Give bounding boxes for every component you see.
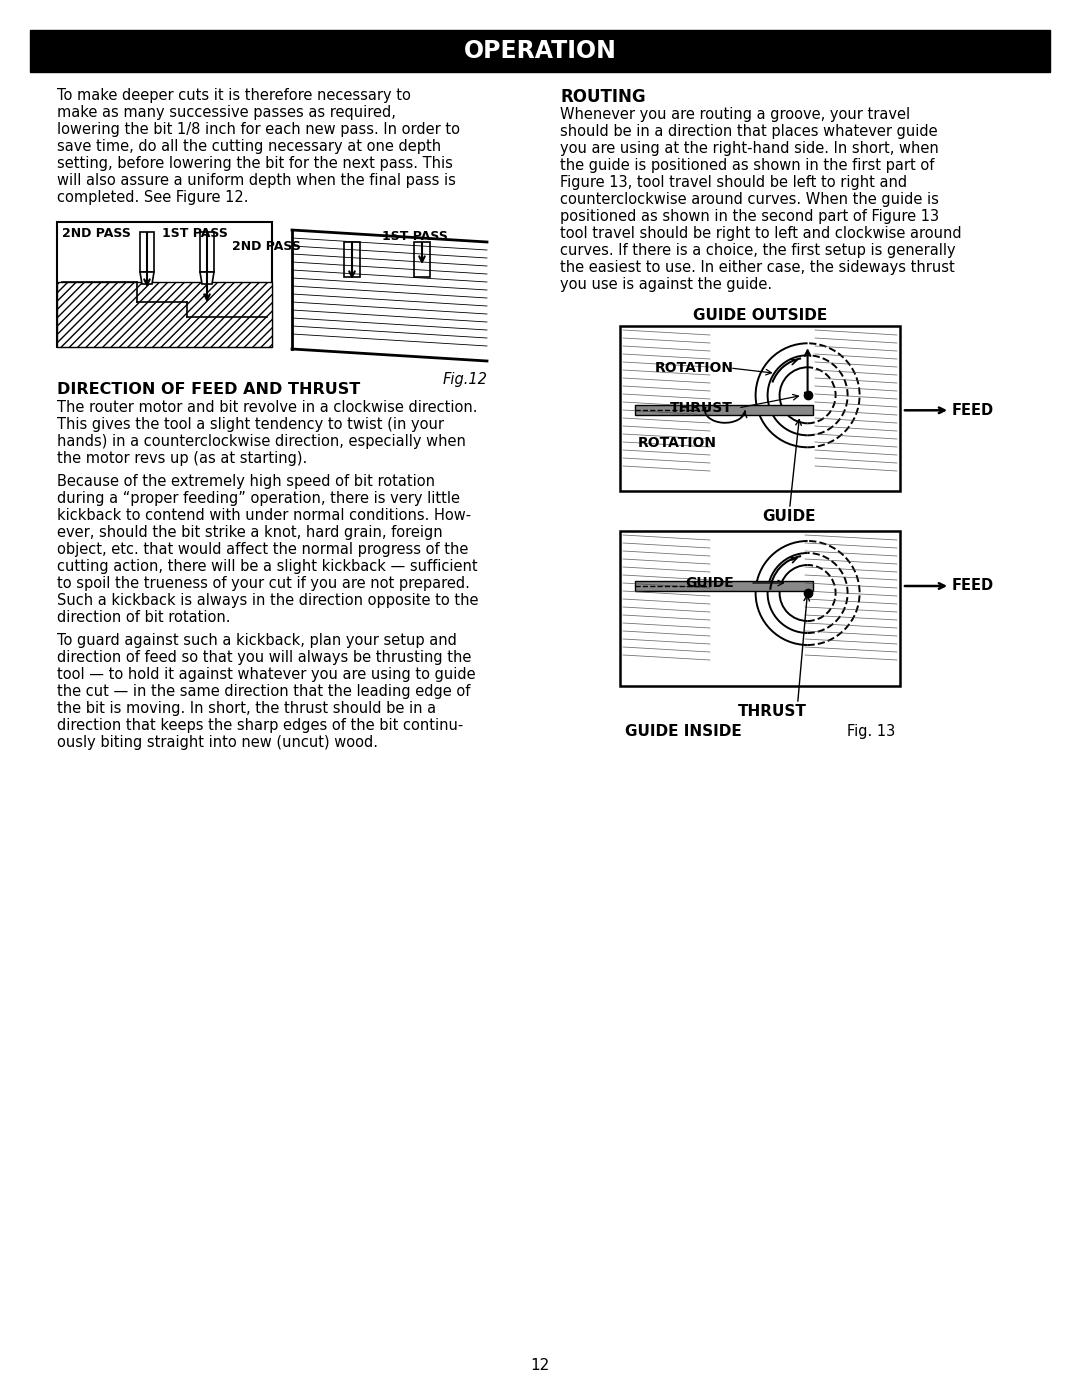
Text: will also assure a uniform depth when the final pass is: will also assure a uniform depth when th… <box>57 173 456 188</box>
Text: should be in a direction that places whatever guide: should be in a direction that places wha… <box>561 124 937 140</box>
Text: Whenever you are routing a groove, your travel: Whenever you are routing a groove, your … <box>561 107 910 121</box>
Text: cutting action, there will be a slight kickback — sufficient: cutting action, there will be a slight k… <box>57 559 477 573</box>
Polygon shape <box>140 272 154 285</box>
Bar <box>30 31 1050 73</box>
Text: 2ND PASS: 2ND PASS <box>232 240 301 252</box>
Text: FEED: FEED <box>951 579 994 593</box>
Text: GUIDE OUTSIDE: GUIDE OUTSIDE <box>693 308 827 324</box>
Text: The router motor and bit revolve in a clockwise direction.: The router motor and bit revolve in a cl… <box>57 400 477 414</box>
Bar <box>140 232 154 272</box>
Text: you are using at the right-hand side. In short, when: you are using at the right-hand side. In… <box>561 141 939 156</box>
Text: the motor revs up (as at starting).: the motor revs up (as at starting). <box>57 451 307 466</box>
Text: ously biting straight into new (uncut) wood.: ously biting straight into new (uncut) w… <box>57 735 378 751</box>
Text: completed. See Figure 12.: completed. See Figure 12. <box>57 190 248 205</box>
Text: 12: 12 <box>530 1357 550 1373</box>
Text: ROUTING: ROUTING <box>561 88 646 106</box>
Text: save time, do all the cutting necessary at one depth: save time, do all the cutting necessary … <box>57 140 441 153</box>
Text: GUIDE: GUIDE <box>762 509 816 525</box>
Text: direction that keeps the sharp edges of the bit continu-: direction that keeps the sharp edges of … <box>57 718 463 732</box>
Text: counterclockwise around curves. When the guide is: counterclockwise around curves. When the… <box>561 193 939 206</box>
Text: the guide is positioned as shown in the first part of: the guide is positioned as shown in the … <box>561 158 934 173</box>
Text: make as many successive passes as required,: make as many successive passes as requir… <box>57 105 396 120</box>
Text: the cut — in the same direction that the leading edge of: the cut — in the same direction that the… <box>57 684 471 699</box>
Text: THRUST: THRUST <box>670 400 733 414</box>
Text: OPERATION: OPERATION <box>463 39 617 63</box>
Text: tool travel should be right to left and clockwise around: tool travel should be right to left and … <box>561 226 961 241</box>
Text: DIRECTION OF FEED AND THRUST: DIRECTION OF FEED AND THRUST <box>57 382 361 398</box>
Polygon shape <box>200 272 214 285</box>
Bar <box>635 580 812 591</box>
Text: THRUST: THRUST <box>738 704 807 718</box>
Text: kickback to contend with under normal conditions. How-: kickback to contend with under normal co… <box>57 508 471 523</box>
Text: 1ST PASS: 1ST PASS <box>162 227 228 240</box>
Bar <box>620 531 900 686</box>
Text: To make deeper cuts it is therefore necessary to: To make deeper cuts it is therefore nece… <box>57 88 410 103</box>
Text: Because of the extremely high speed of bit rotation: Because of the extremely high speed of b… <box>57 474 435 490</box>
Bar <box>345 241 360 278</box>
Text: GUIDE INSIDE: GUIDE INSIDE <box>625 724 742 739</box>
Text: ever, should the bit strike a knot, hard grain, foreign: ever, should the bit strike a knot, hard… <box>57 525 443 540</box>
Bar <box>414 241 430 278</box>
Text: GUIDE: GUIDE <box>685 576 733 590</box>
Text: Such a kickback is always in the direction opposite to the: Such a kickback is always in the directi… <box>57 593 478 608</box>
Text: the easiest to use. In either case, the sideways thrust: the easiest to use. In either case, the … <box>561 259 955 275</box>
Bar <box>620 326 900 491</box>
Text: during a “proper feeding” operation, there is very little: during a “proper feeding” operation, the… <box>57 491 460 506</box>
Text: hands) in a counterclockwise direction, especially when: hands) in a counterclockwise direction, … <box>57 434 465 449</box>
Text: Fig.12: Fig.12 <box>442 372 487 386</box>
Bar <box>200 232 214 272</box>
Text: to spoil the trueness of your cut if you are not prepared.: to spoil the trueness of your cut if you… <box>57 576 470 591</box>
Bar <box>635 406 812 416</box>
Text: curves. If there is a choice, the first setup is generally: curves. If there is a choice, the first … <box>561 243 956 258</box>
Text: ROTATION: ROTATION <box>638 437 717 451</box>
Text: FEED: FEED <box>951 403 994 417</box>
Text: Figure 13, tool travel should be left to right and: Figure 13, tool travel should be left to… <box>561 174 907 190</box>
Text: direction of bit rotation.: direction of bit rotation. <box>57 610 230 625</box>
Text: direction of feed so that you will always be thrusting the: direction of feed so that you will alway… <box>57 650 471 665</box>
Text: the bit is moving. In short, the thrust should be in a: the bit is moving. In short, the thrust … <box>57 702 436 716</box>
Bar <box>57 222 272 347</box>
Bar <box>57 282 272 347</box>
Text: This gives the tool a slight tendency to twist (in your: This gives the tool a slight tendency to… <box>57 417 444 432</box>
Text: lowering the bit 1/8 inch for each new pass. In order to: lowering the bit 1/8 inch for each new p… <box>57 121 460 137</box>
Text: 2ND PASS: 2ND PASS <box>62 227 131 240</box>
Text: ROTATION: ROTATION <box>654 361 734 375</box>
Text: setting, before lowering the bit for the next pass. This: setting, before lowering the bit for the… <box>57 156 453 172</box>
Text: Fig. 13: Fig. 13 <box>847 724 895 739</box>
Text: 1ST PASS: 1ST PASS <box>382 230 448 243</box>
Text: object, etc. that would affect the normal progress of the: object, etc. that would affect the norma… <box>57 543 469 557</box>
Text: positioned as shown in the second part of Figure 13: positioned as shown in the second part o… <box>561 209 940 225</box>
Text: tool — to hold it against whatever you are using to guide: tool — to hold it against whatever you a… <box>57 667 475 682</box>
Text: you use is against the guide.: you use is against the guide. <box>561 278 772 292</box>
Text: To guard against such a kickback, plan your setup and: To guard against such a kickback, plan y… <box>57 633 457 649</box>
